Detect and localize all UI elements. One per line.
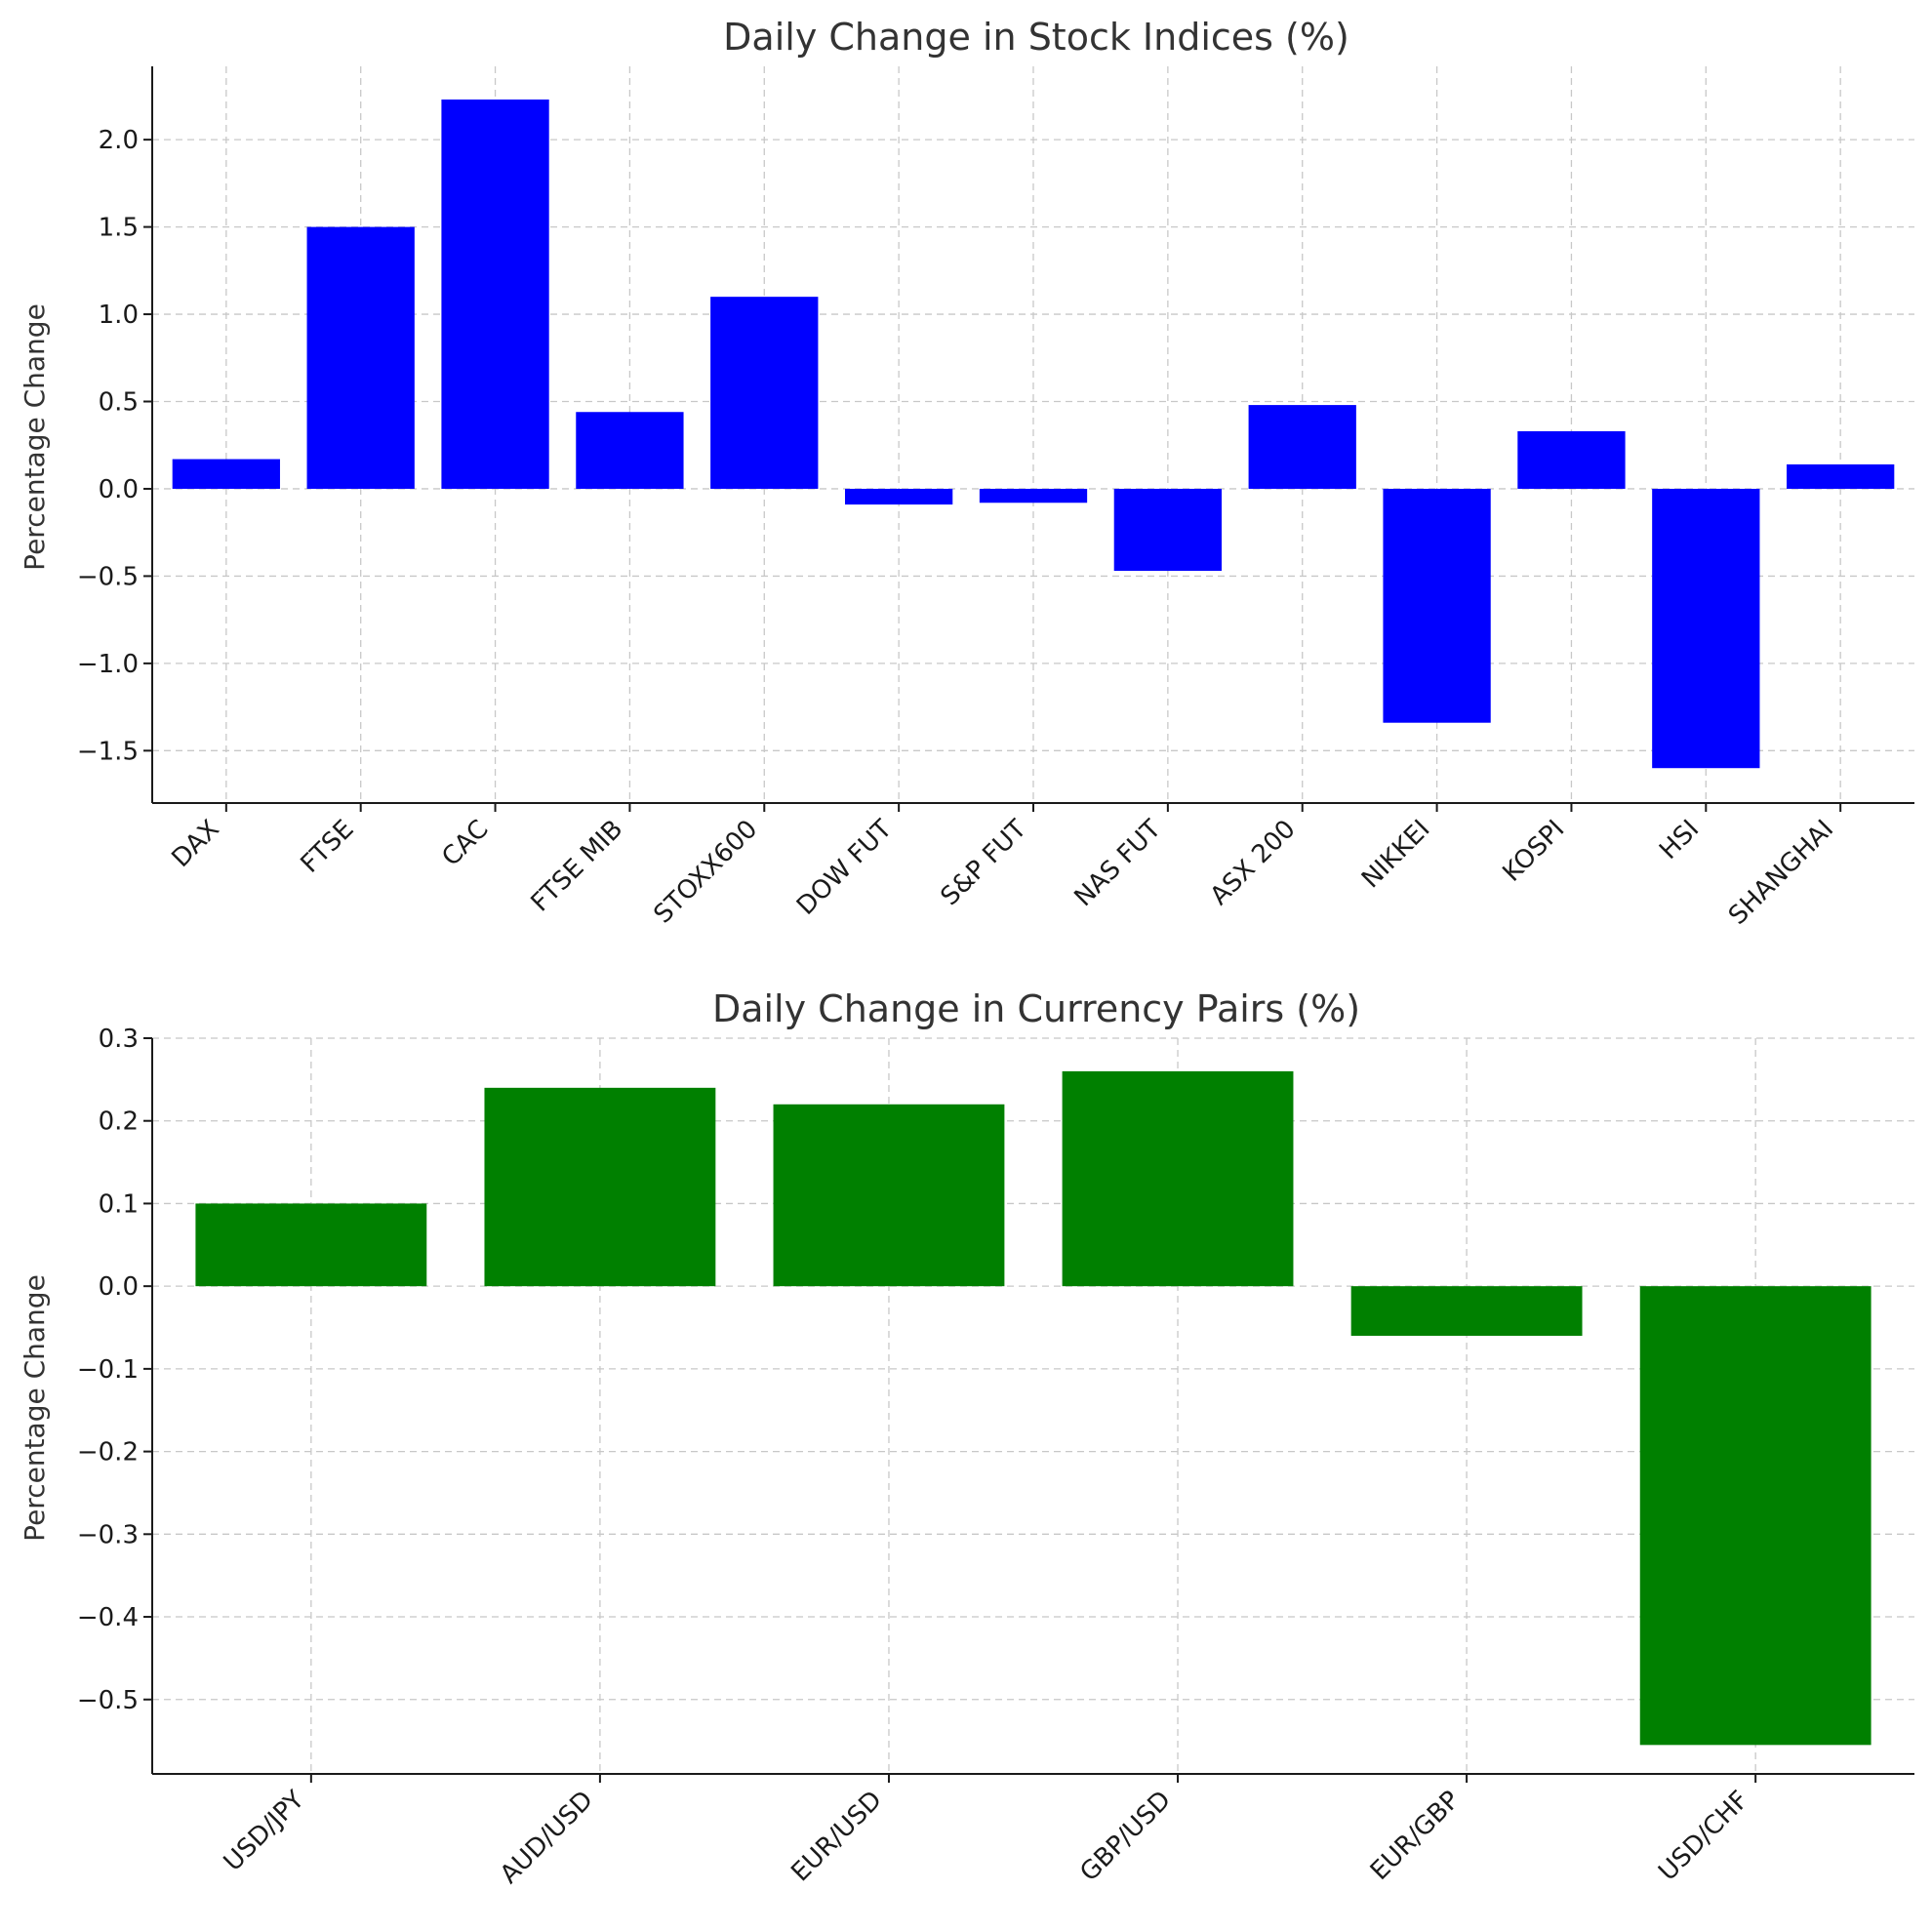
- x-tick-label: DOW FUT: [791, 815, 898, 921]
- x-tick-label: STOXX600: [649, 815, 764, 930]
- bar-gbp-usd: [1062, 1070, 1294, 1287]
- bar-asx-200: [1248, 405, 1356, 489]
- x-tick-label: S&P FUT: [936, 815, 1032, 911]
- bars: [172, 99, 1895, 769]
- x-tick-label: ASX 200: [1205, 815, 1302, 911]
- bar-ftse: [306, 226, 415, 489]
- x-tick-label: FTSE: [296, 815, 360, 879]
- x-tick-labels: DAX FTSE CAC FTSE MIB STOXX600 DOW FUT S&P FUT…: [167, 815, 1840, 931]
- x-tick-label: KOSPI: [1497, 815, 1570, 888]
- stock-indices-panel: Daily Change in Stock Indices (%) Percen…: [19, 16, 1914, 931]
- bar-kospi: [1517, 430, 1626, 489]
- x-tick-label: USD/CHF: [1653, 1786, 1754, 1887]
- y-tick-label: −1.0: [77, 650, 139, 679]
- y-tick-label: 0.0: [99, 1272, 139, 1302]
- y-tick-label: −1.5: [77, 737, 139, 766]
- y-tick-label: −0.5: [77, 1686, 139, 1715]
- x-tick-label: GBP/USD: [1074, 1786, 1177, 1888]
- bar-shanghai: [1787, 463, 1895, 489]
- bar-eur-gbp: [1350, 1286, 1583, 1336]
- y-tick-labels: −0.5 −0.4 −0.3 −0.2 −0.1 0.0 0.1 0.2 0.3: [77, 1025, 139, 1715]
- x-tick-label: USD/JPY: [219, 1786, 310, 1877]
- bar-nikkei: [1383, 488, 1491, 723]
- y-tick-label: −0.3: [77, 1520, 139, 1549]
- y-tick-label: −0.2: [77, 1438, 139, 1468]
- bar-nas-fut: [1113, 488, 1223, 572]
- bar-cac: [441, 99, 549, 489]
- x-tick-label: EUR/USD: [785, 1786, 888, 1888]
- x-tick-label: DAX: [167, 815, 225, 873]
- y-axis-label: Percentage Change: [19, 1274, 51, 1542]
- bar-eur-usd: [773, 1104, 1005, 1287]
- y-tick-label: −0.5: [77, 562, 139, 591]
- bar-hsi: [1652, 488, 1760, 769]
- chart-title: Daily Change in Stock Indices (%): [723, 16, 1349, 59]
- x-tick-label: AUD/USD: [495, 1786, 599, 1890]
- bar-usd-chf: [1639, 1286, 1872, 1746]
- y-tick-label: 0.5: [99, 388, 139, 418]
- bar-dow-fut: [844, 488, 953, 505]
- x-tick-label: HSI: [1654, 815, 1705, 865]
- currency-pairs-panel: Daily Change in Currency Pairs (%) Perce…: [19, 987, 1914, 1890]
- y-tick-label: 0.1: [99, 1189, 139, 1219]
- bar-dax: [172, 459, 280, 489]
- y-tick-label: 0.0: [99, 475, 139, 504]
- y-tick-labels: −1.5 −1.0 −0.5 0.0 0.5 1.0 1.5 2.0: [77, 126, 139, 766]
- y-axis-label: Percentage Change: [19, 303, 51, 571]
- y-tick-label: 1.5: [99, 214, 139, 243]
- bar-ftse-mib: [576, 412, 684, 489]
- bar-usd-jpy: [195, 1203, 427, 1287]
- bar-s-p-fut: [979, 488, 1088, 503]
- x-tick-label: FTSE MIB: [526, 815, 629, 918]
- x-tick-labels: USD/JPY AUD/USD EUR/USD GBP/USD EUR/GBP USD/C…: [219, 1786, 1754, 1890]
- y-tick-label: 1.0: [99, 301, 139, 330]
- x-tick-label: EUR/GBP: [1365, 1786, 1466, 1886]
- chart-title: Daily Change in Currency Pairs (%): [712, 987, 1360, 1030]
- gridlines: [152, 66, 1914, 803]
- axes: [143, 1037, 1914, 1783]
- bar-aud-usd: [484, 1087, 716, 1287]
- x-tick-label: NAS FUT: [1068, 815, 1166, 912]
- y-tick-label: 0.3: [99, 1025, 139, 1054]
- y-tick-label: 2.0: [99, 126, 139, 155]
- y-tick-label: 0.2: [99, 1107, 139, 1137]
- x-tick-label: NIKKEI: [1356, 815, 1436, 895]
- bar-stoxx600: [710, 297, 819, 489]
- x-tick-label: CAC: [436, 815, 494, 872]
- x-tick-label: SHANGHAI: [1723, 815, 1839, 931]
- y-tick-label: −0.1: [77, 1355, 139, 1385]
- y-tick-label: −0.4: [77, 1603, 139, 1632]
- axes: [143, 66, 1914, 812]
- bars: [195, 1070, 1872, 1746]
